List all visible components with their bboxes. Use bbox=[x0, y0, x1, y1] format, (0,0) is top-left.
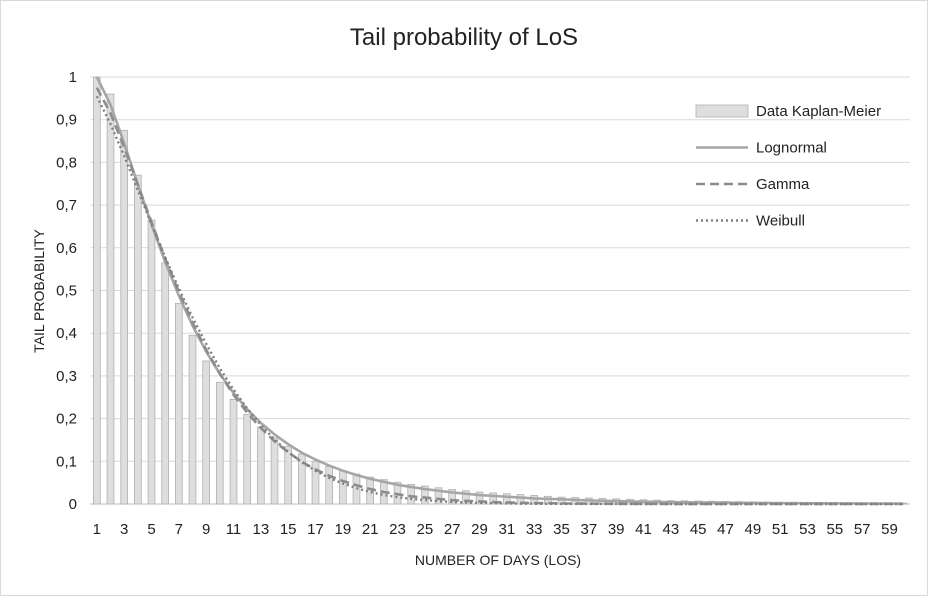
x-tick-label: 13 bbox=[252, 521, 269, 538]
x-tick-label: 53 bbox=[799, 521, 816, 538]
bar-kaplan-meier bbox=[161, 262, 169, 505]
y-tick-label: 0,3 bbox=[56, 368, 77, 385]
chart-title: Tail probability of LoS bbox=[350, 24, 578, 51]
bar-kaplan-meier bbox=[257, 426, 265, 505]
bar-kaplan-meier bbox=[421, 485, 429, 505]
x-tick-label: 55 bbox=[826, 521, 843, 538]
bar-kaplan-meier bbox=[434, 487, 443, 505]
y-tick-label: 0,6 bbox=[56, 240, 77, 257]
series-line-gamma bbox=[95, 87, 904, 506]
series-line-lognormal bbox=[95, 76, 904, 505]
y-tick-label: 0,9 bbox=[56, 112, 77, 129]
x-tick-label: 59 bbox=[881, 521, 898, 538]
bar-kaplan-meier bbox=[175, 302, 183, 505]
bar-kaplan-meier bbox=[202, 360, 210, 505]
y-axis-label: TAIL PROBABILITY bbox=[31, 228, 47, 352]
x-tick-label: 15 bbox=[280, 521, 297, 538]
y-tick-label: 0,4 bbox=[56, 325, 77, 342]
bar-kaplan-meier bbox=[120, 129, 128, 505]
x-tick-label: 57 bbox=[854, 521, 871, 538]
bar-kaplan-meier bbox=[229, 398, 238, 505]
legend-swatch-data-kaplan-meier bbox=[695, 104, 749, 118]
legend-label-data-kaplan-meier: Data Kaplan-Meier bbox=[756, 103, 881, 120]
x-tick-label: 7 bbox=[175, 521, 183, 538]
x-tick-label: 27 bbox=[444, 521, 461, 538]
x-tick-label: 37 bbox=[580, 521, 597, 538]
x-tick-label: 39 bbox=[608, 521, 625, 538]
x-tick-label: 35 bbox=[553, 521, 570, 538]
x-tick-label: 9 bbox=[202, 521, 210, 538]
x-tick-label: 1 bbox=[93, 521, 101, 538]
bar-kaplan-meier bbox=[216, 381, 224, 505]
y-tick-label: 0,7 bbox=[56, 197, 77, 214]
legend-label-gamma: Gamma bbox=[756, 176, 810, 193]
x-tick-label: 25 bbox=[416, 521, 433, 538]
x-tick-label: 29 bbox=[471, 521, 488, 538]
x-tick-label: 31 bbox=[498, 521, 515, 538]
bar-kaplan-meier bbox=[489, 492, 497, 505]
bar-kaplan-meier bbox=[270, 437, 279, 505]
bar-kaplan-meier bbox=[339, 470, 347, 505]
x-tick-label: 33 bbox=[526, 521, 543, 538]
x-tick-label: 3 bbox=[120, 521, 128, 538]
legend-label-weibull: Weibull bbox=[756, 213, 805, 230]
bar-kaplan-meier bbox=[106, 93, 115, 505]
bar-kaplan-meier bbox=[243, 413, 251, 505]
x-tick-label: 45 bbox=[690, 521, 707, 538]
bar-kaplan-meier bbox=[462, 490, 470, 505]
bar-kaplan-meier bbox=[311, 460, 320, 505]
x-tick-label: 41 bbox=[635, 521, 652, 538]
bar-kaplan-meier bbox=[284, 445, 292, 505]
x-tick-label: 51 bbox=[772, 521, 789, 538]
bar-kaplan-meier bbox=[147, 219, 156, 505]
y-tick-label: 0 bbox=[69, 496, 77, 513]
x-tick-label: 43 bbox=[662, 521, 679, 538]
y-tick-labels: 0 0,1 0,2 0,3 0,4 0,5 0,6 0,7 0,8 0,9 1 bbox=[56, 69, 77, 513]
y-tick-label: 0,1 bbox=[56, 453, 77, 470]
x-tick-label: 21 bbox=[362, 521, 379, 538]
x-axis-label: NUMBER OF DAYS (LOS) bbox=[415, 552, 581, 568]
x-tick-label: 47 bbox=[717, 521, 734, 538]
x-tick-label: 49 bbox=[744, 521, 761, 538]
bar-kaplan-meier bbox=[188, 334, 197, 505]
legend-label-lognormal: Lognormal bbox=[756, 140, 827, 157]
bar-kaplan-meier bbox=[134, 174, 142, 505]
x-tick-label: 23 bbox=[389, 521, 406, 538]
y-tick-label: 0,8 bbox=[56, 154, 77, 171]
y-tick-label: 0,5 bbox=[56, 283, 77, 300]
x-tick-label: 5 bbox=[147, 521, 155, 538]
bar-kaplan-meier bbox=[475, 491, 484, 505]
legend: Data Kaplan-Meier Lognormal Gamma Weibull bbox=[695, 103, 881, 230]
bar-kaplan-meier bbox=[448, 489, 456, 505]
fitted-lines bbox=[95, 76, 904, 506]
x-tick-label: 11 bbox=[226, 521, 242, 538]
bar-kaplan-meier bbox=[407, 483, 415, 505]
bar-kaplan-meier bbox=[325, 466, 333, 505]
y-tick-label: 1 bbox=[69, 69, 77, 86]
bar-kaplan-meier bbox=[298, 453, 306, 505]
y-tick-label: 0,2 bbox=[56, 411, 77, 428]
x-tick-label: 17 bbox=[307, 521, 324, 538]
x-tick-labels: 1 3 5 7 9 11 13 15 17 19 21 23 25 27 29 31 33 35 37 39 41 43 4… bbox=[93, 521, 898, 538]
x-tick-label: 19 bbox=[334, 521, 351, 538]
bar-kaplan-meier bbox=[93, 76, 101, 505]
